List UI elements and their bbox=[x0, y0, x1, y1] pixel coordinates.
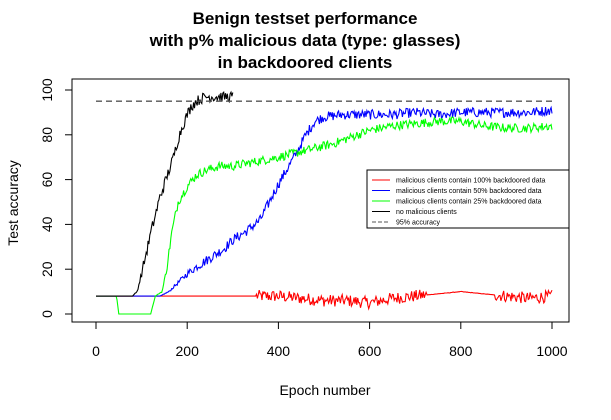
title-line-3: in backdoored clients bbox=[218, 53, 393, 72]
title-line-2: with p% malicious data (type: glasses) bbox=[149, 31, 461, 50]
y-axis-label: Test accuracy bbox=[5, 160, 21, 246]
series-line-2 bbox=[96, 116, 553, 315]
legend-label-0: malicious clients contain 100% backdoore… bbox=[396, 178, 546, 185]
legend-label-3: no malicious clients bbox=[396, 209, 457, 216]
series-line-1 bbox=[96, 105, 553, 297]
x-tick-label-3: 600 bbox=[358, 343, 382, 359]
title-line-1: Benign testset performance bbox=[193, 9, 418, 28]
series-line-3 bbox=[96, 90, 234, 297]
y-tick-label-3: 60 bbox=[39, 172, 55, 188]
series-line-0 bbox=[96, 288, 553, 311]
y-tick-label-2: 40 bbox=[39, 216, 55, 232]
y-tick-label-1: 20 bbox=[39, 261, 55, 277]
x-axis-label: Epoch number bbox=[279, 382, 370, 398]
legend-label-1: malicious clients contain 50% backdoored… bbox=[396, 188, 542, 195]
legend-label-4: 95% accuracy bbox=[396, 220, 440, 227]
legend-label-2: malicious clients contain 25% backdoored… bbox=[396, 199, 542, 206]
x-tick-label-1: 200 bbox=[176, 343, 200, 359]
chart-title: Benign testset performance with p% malic… bbox=[149, 9, 461, 72]
legend-entries: malicious clients contain 100% backdoore… bbox=[372, 178, 546, 227]
x-tick-label-2: 400 bbox=[267, 343, 291, 359]
x-tick-label-0: 0 bbox=[92, 343, 100, 359]
y-axis: 0 20 40 60 80 100 bbox=[39, 78, 73, 318]
legend-box bbox=[366, 169, 570, 229]
series-layer bbox=[96, 90, 553, 315]
legend: malicious clients contain 100% backdoore… bbox=[366, 169, 570, 229]
x-tick-label-4: 800 bbox=[449, 343, 473, 359]
x-axis: 0 200 400 600 800 1000 bbox=[92, 321, 568, 359]
y-tick-label-5: 100 bbox=[39, 78, 55, 102]
y-tick-label-4: 80 bbox=[39, 127, 55, 143]
x-tick-label-5: 1000 bbox=[536, 343, 567, 359]
y-tick-label-0: 0 bbox=[39, 310, 55, 318]
